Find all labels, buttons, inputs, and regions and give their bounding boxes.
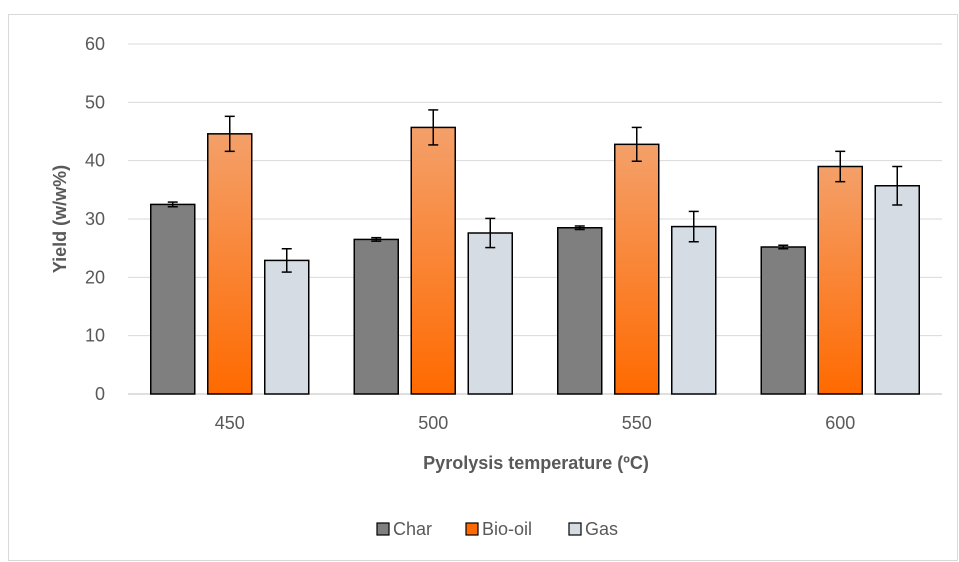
error-bar-gas-450 [281,248,292,273]
error-bar-gas-550 [688,210,699,243]
y-tick-label: 0 [95,384,105,404]
y-tick-label: 60 [85,34,105,54]
x-tick-label: 500 [418,413,448,433]
legend-item-gas: Gas [568,519,618,539]
y-tick-label: 50 [85,92,105,112]
bar-gas-600 [874,185,920,395]
y-tick-label: 30 [85,209,105,229]
x-tick-label: 600 [825,413,855,433]
error-bar-char-600 [778,244,789,250]
legend-item-char: Char [376,519,432,539]
bars [150,126,920,395]
bar-gas-550 [671,225,717,395]
bar-gas-500 [467,232,513,395]
legend-label: Gas [585,519,618,539]
error-bar-gas-600 [892,165,903,206]
bar-char-500 [353,238,399,395]
legend-label: Bio-oil [482,519,532,539]
bar-char-550 [557,227,603,395]
x-tick-label: 550 [622,413,652,433]
legend-swatch [568,522,582,536]
error-bar-char-450 [167,201,178,208]
legend-swatch [376,522,390,536]
legend-swatch [465,522,479,536]
error-bars [167,109,903,273]
x-tick-label: 450 [215,413,245,433]
y-tick-label: 40 [85,151,105,171]
error-bar-char-500 [371,236,382,242]
error-bar-char-550 [574,225,585,231]
legend-label: Char [393,519,432,539]
error-bar-bio-oil-500 [428,109,439,146]
gridlines [128,43,942,395]
error-bar-bio-oil-600 [835,150,846,183]
bar-gas-450 [264,259,310,395]
bar-bio-oil-450 [207,133,253,395]
y-tick-label: 10 [85,326,105,346]
legend-item-bio-oil: Bio-oil [465,519,532,539]
bar-char-600 [760,246,806,395]
y-axis-title: Yield (w/w%) [50,165,70,273]
y-tick-label: 20 [85,267,105,287]
x-axis-title: Pyrolysis temperature (ºC) [423,453,649,473]
y-tick-labels: 0 10 20 30 40 50 60 [85,34,105,404]
bar-bio-oil-550 [614,143,660,395]
bar-bio-oil-500 [410,126,456,395]
bar-char-450 [150,203,196,395]
x-tick-labels: 450 500 550 600 [215,413,856,433]
error-bar-bio-oil-550 [631,126,642,162]
legend: Char Bio-oil Gas [376,519,618,539]
error-bar-bio-oil-450 [224,115,235,153]
error-bar-gas-500 [485,217,496,249]
bar-bio-oil-600 [817,165,863,395]
